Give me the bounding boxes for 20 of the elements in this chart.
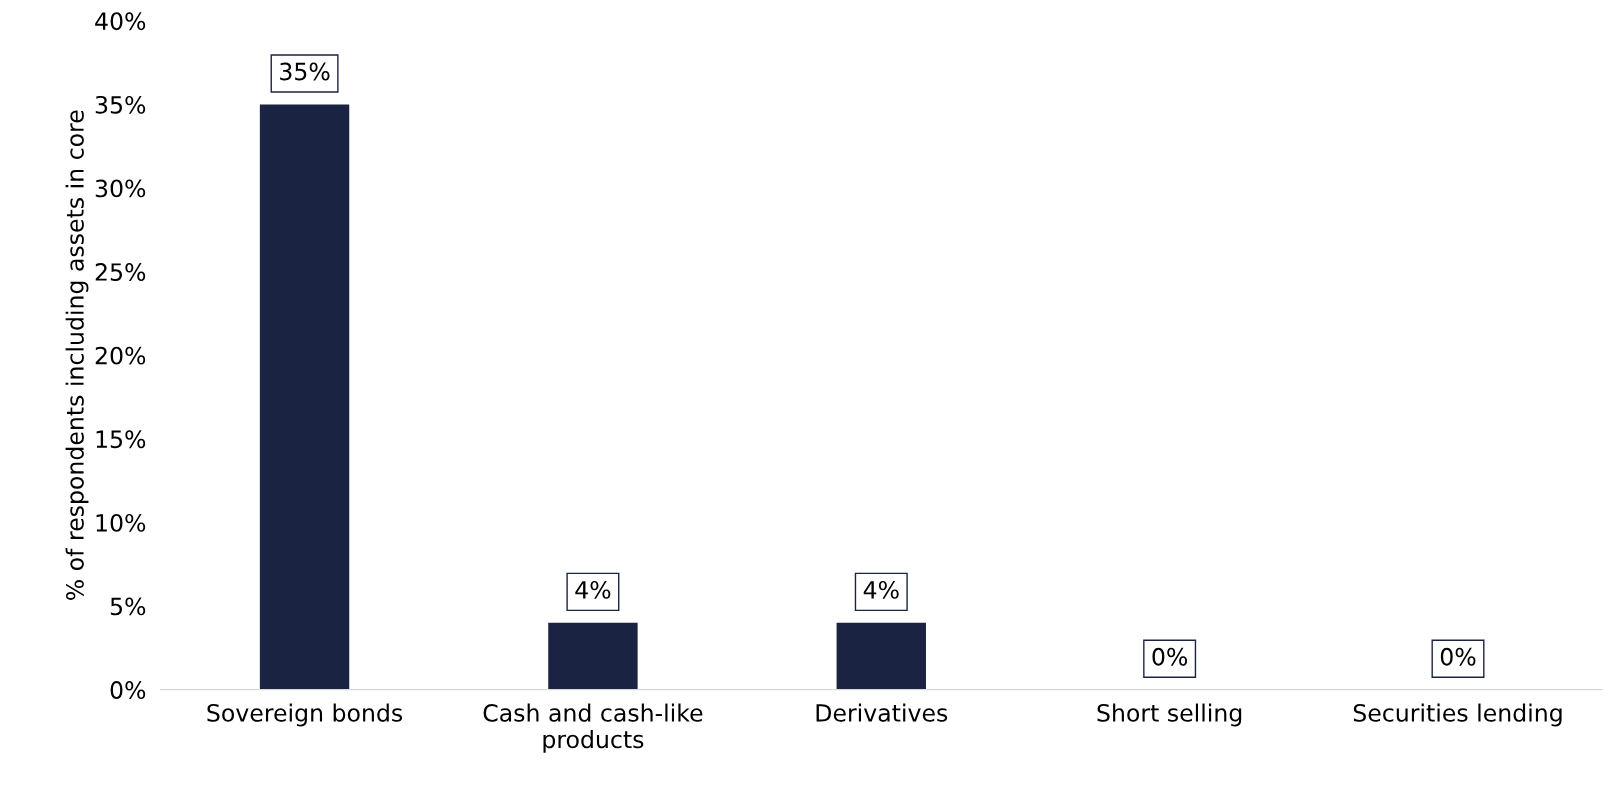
data-label: 0% bbox=[1152, 647, 1188, 666]
y-tick-label: 40% bbox=[95, 12, 146, 31]
data-label: 4% bbox=[575, 580, 611, 599]
y-axis-title: % of respondents including assets in core bbox=[65, 110, 89, 600]
y-tick-label: 30% bbox=[95, 179, 146, 198]
y-tick-label: 35% bbox=[95, 95, 146, 114]
x-tick-label: Short selling bbox=[1097, 703, 1242, 727]
y-tick-label: 5% bbox=[110, 597, 146, 616]
y-tick-label: 10% bbox=[96, 513, 146, 532]
data-label: 35% bbox=[280, 62, 330, 81]
data-label: 0% bbox=[1440, 647, 1476, 666]
data-label: 4% bbox=[863, 580, 899, 599]
y-tick-label: 25% bbox=[95, 263, 146, 281]
x-tick-label: Sovereign bonds bbox=[207, 703, 403, 727]
y-tick-label: 0% bbox=[110, 681, 146, 699]
x-tick-label: Derivatives bbox=[816, 703, 948, 722]
y-tick-label: 20% bbox=[95, 346, 146, 365]
y-tick-label: 15% bbox=[96, 430, 146, 449]
x-tick-label: Securities lending bbox=[1353, 703, 1562, 727]
x-tick-label: Cash and cash-like products bbox=[483, 703, 703, 753]
